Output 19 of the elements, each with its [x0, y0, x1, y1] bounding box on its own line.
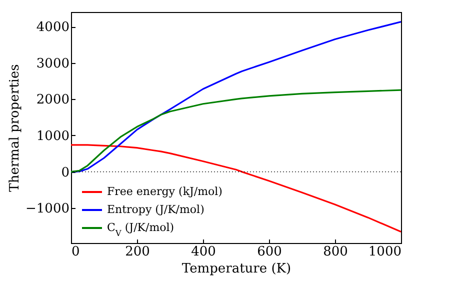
- legend-label: C$_{V}$ (J/K/mol): [107, 221, 174, 238]
- y-tick-label: 3000: [36, 56, 70, 72]
- y-tick-label: 4000: [36, 20, 70, 36]
- x-axis-title: Temperature (K): [182, 262, 292, 276]
- y-tick-label: 2000: [36, 92, 70, 108]
- x-tick-label: 200: [125, 244, 150, 260]
- line-series: [71, 21, 401, 173]
- x-tick-label: 800: [323, 244, 348, 260]
- y-axis-title: Thermal properties: [8, 64, 23, 192]
- legend-label: Free energy (kJ/mol): [107, 185, 222, 198]
- y-tick-label: 0: [61, 165, 70, 180]
- x-tick-label: 400: [191, 244, 216, 260]
- y-tick-label: 1000: [36, 128, 70, 144]
- x-tick-label: 600: [257, 244, 282, 260]
- legend-label: Entropy (J/K/mol): [107, 203, 204, 216]
- x-tick-label: 0: [72, 244, 80, 260]
- x-tick-label: 1000: [368, 244, 402, 260]
- line-series: [71, 89, 401, 173]
- y-tick-label: −1000: [26, 202, 70, 217]
